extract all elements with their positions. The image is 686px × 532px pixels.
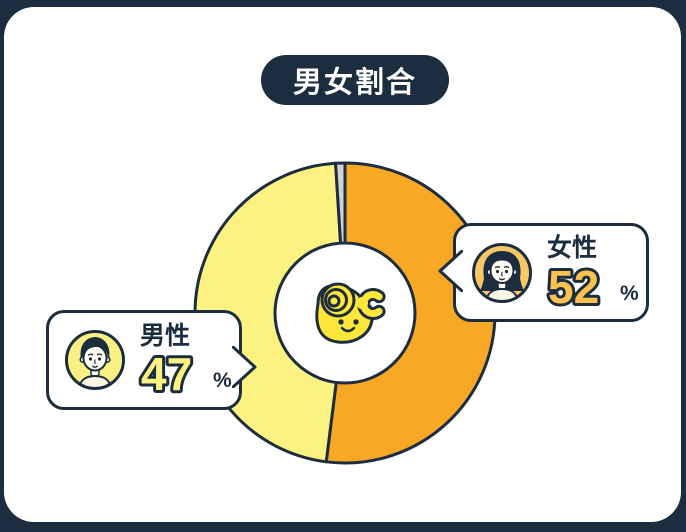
male-label: 男性 bbox=[140, 321, 191, 350]
male-value: 47 bbox=[141, 349, 192, 397]
chart-title: 男女割合 bbox=[292, 67, 417, 99]
male-callout: 男性 47 % bbox=[46, 310, 257, 410]
donut-chart bbox=[193, 161, 497, 465]
female-unit: % bbox=[620, 281, 639, 305]
chart-card: 男女割合 bbox=[4, 7, 681, 522]
chart-title-badge: 男女割合 bbox=[261, 55, 449, 105]
male-value-figure: 47 bbox=[138, 349, 195, 397]
female-callout-tail bbox=[438, 250, 463, 292]
female-callout: 女性 52 % bbox=[438, 223, 649, 322]
male-unit: % bbox=[213, 369, 232, 393]
female-avatar-icon bbox=[472, 242, 532, 303]
female-value-figure: 52 bbox=[545, 262, 602, 310]
male-callout-tail bbox=[232, 346, 257, 388]
female-value: 52 bbox=[548, 262, 599, 310]
hand-mascot-icon bbox=[315, 282, 386, 344]
female-label: 女性 bbox=[547, 234, 598, 263]
male-avatar-icon bbox=[65, 330, 125, 390]
